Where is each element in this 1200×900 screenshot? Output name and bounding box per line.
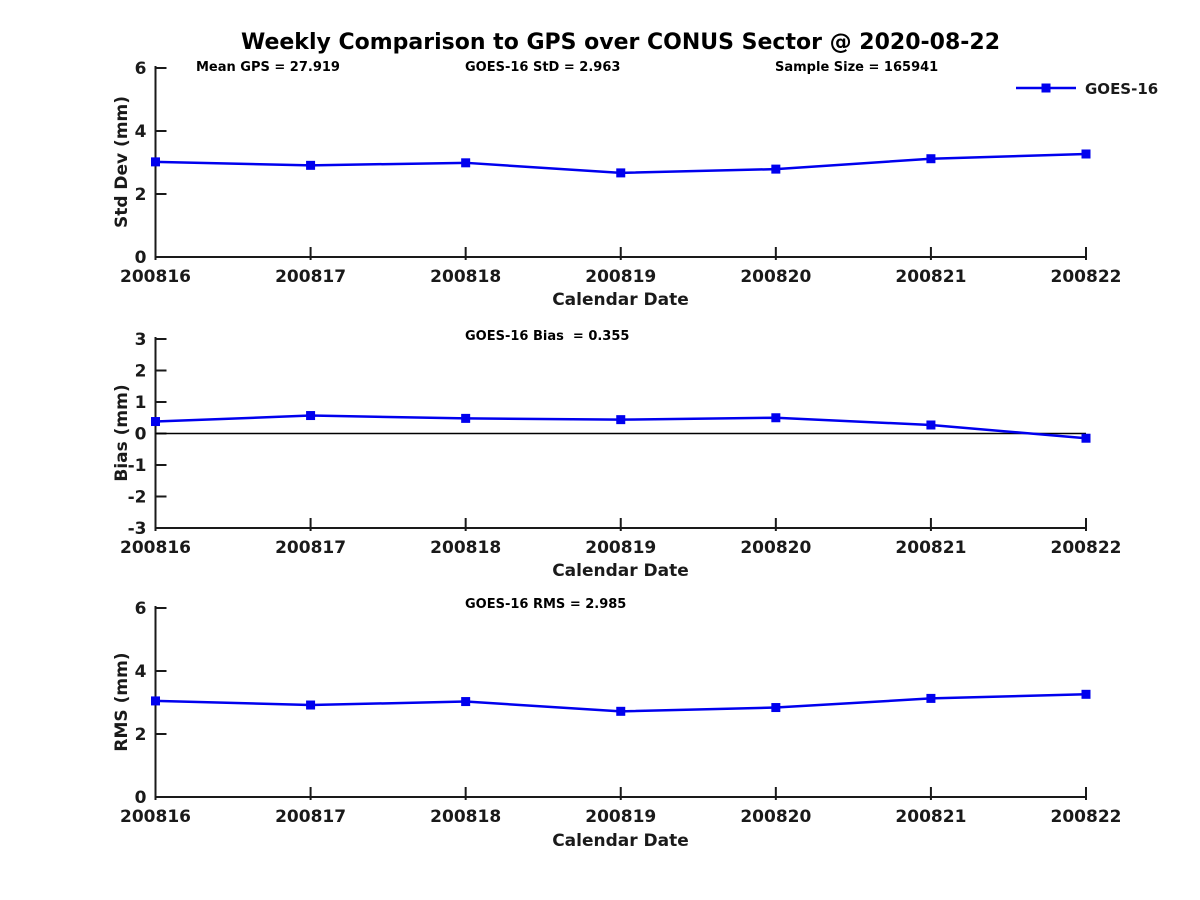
y-tick-label: -3 <box>128 519 147 539</box>
x-tick-label: 200820 <box>740 267 811 287</box>
data-point <box>461 158 471 168</box>
y-tick-label: 1 <box>135 393 147 413</box>
data-point <box>151 157 160 167</box>
rms-y-axis-label: RMS (mm) <box>112 652 132 752</box>
rms-x-axis-label: Calendar Date <box>552 831 689 851</box>
x-tick-label: 200818 <box>430 267 501 287</box>
data-point <box>461 697 471 707</box>
y-tick-label: 0 <box>135 425 147 445</box>
bias-y-axis-label: Bias (mm) <box>112 384 132 482</box>
data-point <box>616 168 626 178</box>
x-tick-label: 200821 <box>895 538 966 558</box>
y-tick-label: 6 <box>135 599 147 619</box>
x-tick-label: 200817 <box>275 538 346 558</box>
bias-x-axis-label: Calendar Date <box>552 561 689 581</box>
y-tick-label: 0 <box>135 248 147 268</box>
y-tick-label: 2 <box>135 185 147 205</box>
y-tick-label: 6 <box>135 59 147 79</box>
y-tick-label: 2 <box>135 725 147 745</box>
data-point <box>461 413 471 423</box>
data-point <box>1081 433 1091 443</box>
x-tick-label: 200818 <box>430 807 501 827</box>
data-point <box>1081 149 1091 159</box>
legend-series-label: GOES-16 <box>1085 80 1159 98</box>
x-tick-label: 200822 <box>1051 538 1122 558</box>
x-tick-label: 200817 <box>275 267 346 287</box>
data-point <box>151 696 160 706</box>
y-tick-label: 4 <box>135 122 147 142</box>
legend-marker-icon <box>1041 83 1051 93</box>
data-point <box>1081 689 1091 699</box>
y-tick-label: 3 <box>135 330 147 350</box>
std-annotation: GOES-16 StD = 2.963 <box>465 60 621 75</box>
x-tick-label: 200820 <box>740 807 811 827</box>
x-tick-label: 200816 <box>120 538 191 558</box>
x-tick-label: 200821 <box>895 267 966 287</box>
data-point <box>926 154 936 164</box>
x-tick-label: 200821 <box>895 807 966 827</box>
bias-subplot: -3 -2 -1 0 1 2 3 200816 200817 200818 200819 200820… <box>120 330 1121 558</box>
y-tick-label: 0 <box>135 788 147 808</box>
data-point <box>616 415 626 425</box>
x-tick-label: 200822 <box>1051 267 1122 287</box>
data-point <box>771 703 781 713</box>
chart-title: Weekly Comparison to GPS over CONUS Sect… <box>240 30 1000 55</box>
std-dev-subplot: 0 2 4 6 200816 200817 200818 200819 200820 200821… <box>120 59 1121 287</box>
data-point <box>306 411 316 421</box>
data-point <box>616 706 626 716</box>
x-tick-label: 200819 <box>585 807 656 827</box>
x-tick-label: 200819 <box>585 267 656 287</box>
y-tick-label: -1 <box>128 456 147 476</box>
x-tick-label: 200820 <box>740 538 811 558</box>
stddev-y-axis-label: Std Dev (mm) <box>112 95 132 229</box>
y-tick-label: 4 <box>135 662 147 682</box>
y-tick-label: 2 <box>135 362 147 382</box>
data-point <box>771 164 781 174</box>
data-point <box>926 693 936 703</box>
bias-annotation: GOES-16 Bias = 0.355 <box>465 329 630 344</box>
mean-gps-annotation: Mean GPS = 27.919 <box>196 60 340 75</box>
x-tick-label: 200819 <box>585 538 656 558</box>
data-point <box>306 160 316 170</box>
sample-size-annotation: Sample Size = 165941 <box>775 60 939 75</box>
x-tick-label: 200817 <box>275 807 346 827</box>
stddev-x-axis-label: Calendar Date <box>552 290 689 310</box>
x-tick-label: 200822 <box>1051 807 1122 827</box>
data-point <box>151 417 160 427</box>
data-point <box>926 420 936 430</box>
y-tick-label: -2 <box>128 488 147 508</box>
x-tick-label: 200816 <box>120 807 191 827</box>
x-tick-label: 200816 <box>120 267 191 287</box>
data-point <box>771 413 781 423</box>
data-point <box>306 700 316 710</box>
rms-subplot: 0 2 4 6 200816 200817 200818 200819 200820 200821… <box>120 599 1121 827</box>
x-tick-label: 200818 <box>430 538 501 558</box>
rms-annotation: GOES-16 RMS = 2.985 <box>465 597 627 612</box>
